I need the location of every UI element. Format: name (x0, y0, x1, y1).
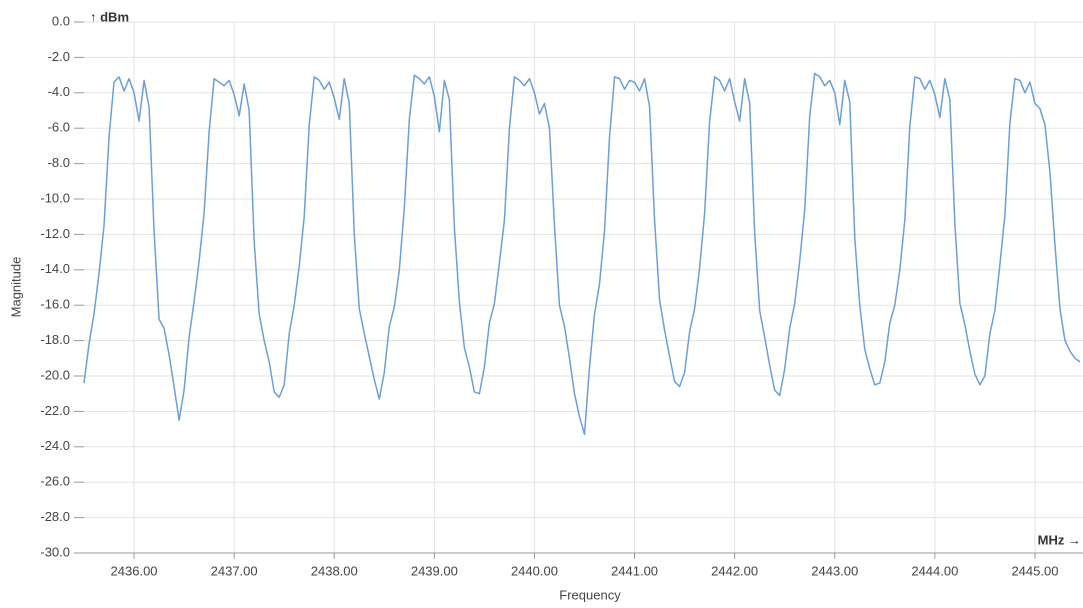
x-tick-label: 2437.00 (211, 563, 258, 578)
x-tick-label: 2440.00 (511, 563, 558, 578)
spectrum-line (83, 72, 1081, 436)
y-tick-label: -12.0 (40, 226, 70, 241)
x-tick-label: 2444.00 (911, 563, 958, 578)
y-tick-label: -30.0 (40, 544, 70, 559)
x-tick-label: 2442.00 (711, 563, 758, 578)
y-unit-label: ↑ dBm (90, 9, 129, 24)
y-tick-label: -14.0 (40, 261, 70, 276)
y-tick-label: -28.0 (40, 509, 70, 524)
x-tick-label: 2439.00 (411, 563, 458, 578)
y-tick-label: -16.0 (40, 297, 70, 312)
x-tick-label: 2438.00 (311, 563, 358, 578)
x-axis-title: Frequency (559, 587, 621, 602)
x-tick-label: 2445.00 (1011, 563, 1058, 578)
x-tick-label: 2443.00 (811, 563, 858, 578)
x-unit-label: MHz → (1038, 532, 1081, 547)
y-tick-label: -2.0 (48, 49, 70, 64)
x-tick-label: 2436.00 (111, 563, 158, 578)
y-tick-label: -6.0 (48, 120, 70, 135)
x-tick-label: 2441.00 (611, 563, 658, 578)
y-axis-title: Magnitude (8, 257, 23, 318)
y-tick-label: -20.0 (40, 367, 70, 382)
y-tick-label: -26.0 (40, 474, 70, 489)
y-tick-label: -10.0 (40, 190, 70, 205)
y-tick-label: 0.0 (52, 13, 70, 28)
y-tick-label: -24.0 (40, 438, 70, 453)
y-tick-label: -18.0 (40, 332, 70, 347)
y-tick-label: -4.0 (48, 84, 70, 99)
y-tick-label: -22.0 (40, 403, 70, 418)
y-tick-label: -8.0 (48, 155, 70, 170)
